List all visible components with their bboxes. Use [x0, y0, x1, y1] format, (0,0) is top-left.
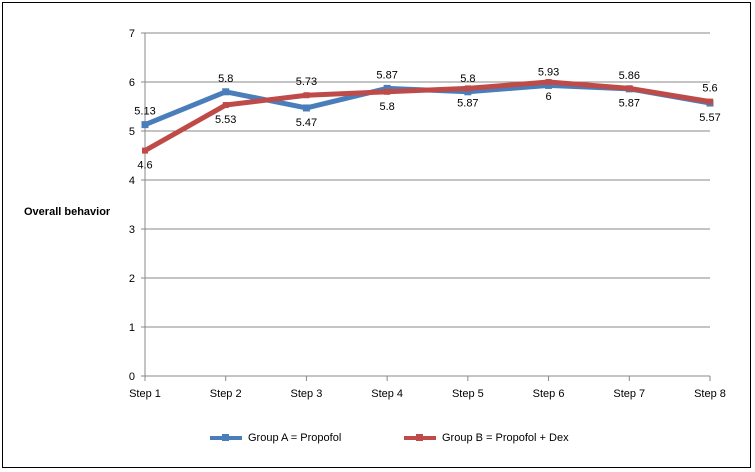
data-point — [222, 88, 230, 96]
data-label: 5.53 — [215, 114, 236, 126]
data-point — [626, 85, 633, 92]
data-label: 5.8 — [218, 73, 233, 85]
x-tick-label: Step 6 — [533, 388, 565, 400]
x-tick-label: Step 4 — [371, 388, 403, 400]
data-label: 5.87 — [619, 97, 640, 109]
data-point — [545, 79, 552, 85]
data-label: 5.86 — [619, 70, 640, 82]
y-tick-label: 5 — [129, 126, 135, 138]
data-label: 5.73 — [296, 76, 317, 88]
data-point — [464, 88, 472, 96]
data-point — [141, 121, 149, 129]
data-point — [303, 92, 310, 99]
data-point — [545, 81, 553, 89]
data-label: 5.13 — [134, 106, 155, 118]
y-tick-label: 3 — [129, 224, 135, 236]
data-label: 5.8 — [460, 73, 475, 85]
y-tick-label: 0 — [129, 371, 135, 383]
data-label: 5.87 — [457, 97, 478, 109]
legend: Group A = Propofol Group B = Propofol + … — [0, 432, 755, 450]
y-tick-label: 7 — [129, 28, 135, 40]
data-label: 5.57 — [699, 112, 720, 124]
data-label: 5.8 — [379, 101, 394, 113]
legend-item-group-b: Group B = Propofol + Dex — [404, 432, 569, 444]
data-label: 4.6 — [137, 160, 152, 172]
data-label: 5.47 — [296, 117, 317, 129]
legend-swatch-group-b — [404, 434, 436, 441]
y-tick-label: 1 — [129, 322, 135, 334]
legend-label-group-a: Group A = Propofol — [248, 432, 342, 444]
data-label: 5.87 — [376, 69, 397, 81]
y-tick-label: 4 — [129, 175, 135, 187]
data-point — [142, 147, 148, 154]
data-label: 6 — [546, 91, 552, 103]
x-tick-label: Step 2 — [210, 388, 242, 400]
x-tick-label: Step 5 — [452, 388, 484, 400]
y-tick-label: 6 — [129, 77, 135, 89]
data-point — [464, 85, 471, 92]
legend-item-group-a: Group A = Propofol — [210, 432, 341, 444]
x-tick-label: Step 8 — [694, 388, 726, 400]
x-tick-label: Step 3 — [291, 388, 323, 400]
data-point — [222, 102, 229, 109]
data-label: 5.93 — [538, 66, 559, 78]
series-line-group-b — [142, 79, 713, 154]
data-label: 5.6 — [702, 83, 717, 95]
legend-label-group-b: Group B = Propofol + Dex — [442, 432, 569, 444]
data-point — [383, 84, 391, 92]
data-point — [707, 98, 713, 105]
chart-frame — [2, 2, 751, 468]
x-tick-label: Step 1 — [129, 388, 161, 400]
y-axis-label: Overall behavior — [24, 206, 111, 218]
x-tick-label: Step 7 — [613, 388, 645, 400]
y-tick-label: 2 — [129, 273, 135, 285]
legend-swatch-group-a — [210, 434, 242, 441]
data-point — [302, 104, 310, 112]
data-point — [384, 88, 391, 95]
